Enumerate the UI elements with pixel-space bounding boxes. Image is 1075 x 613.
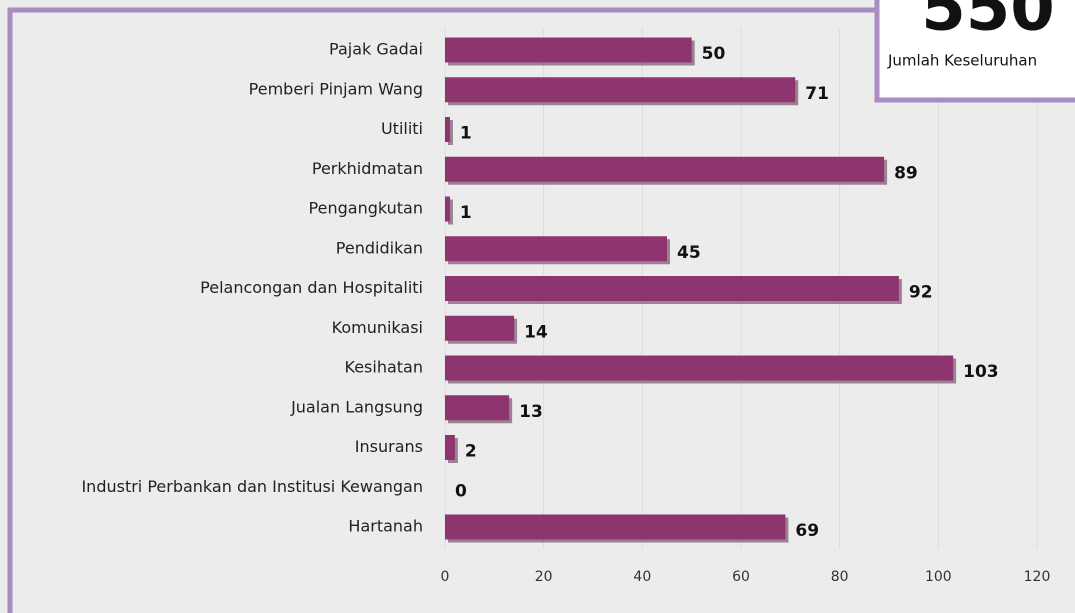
bar bbox=[445, 355, 954, 381]
y-tick-label: Industri Perbankan dan Institusi Kewanga… bbox=[81, 477, 423, 496]
y-tick-label: Hartanah bbox=[348, 517, 423, 536]
total-value: 550 bbox=[921, 0, 1055, 46]
bar bbox=[445, 77, 796, 103]
value-label: 45 bbox=[677, 243, 701, 263]
x-tick-label: 40 bbox=[633, 569, 651, 585]
y-tick-label: Jualan Langsung bbox=[290, 397, 423, 416]
x-tick-label: 20 bbox=[535, 569, 553, 585]
y-tick-label: Pelancongan dan Hospitaliti bbox=[200, 278, 423, 297]
value-label: 69 bbox=[795, 521, 819, 541]
y-tick-label: Pajak Gadai bbox=[329, 40, 423, 59]
bar bbox=[445, 156, 885, 182]
bar-shadow bbox=[448, 199, 453, 225]
y-tick-label: Utiliti bbox=[381, 119, 423, 138]
y-tick-label: Insurans bbox=[355, 437, 423, 456]
x-tick-label: 120 bbox=[1024, 569, 1051, 585]
y-tick-label: Pemberi Pinjam Wang bbox=[249, 79, 423, 98]
bar-shadow bbox=[448, 120, 453, 145]
value-label: 0 bbox=[455, 481, 467, 501]
total-box bbox=[874, 0, 1075, 103]
total-label: Jumlah Keseluruhan bbox=[887, 52, 1037, 70]
x-tick-label: 60 bbox=[732, 569, 750, 585]
y-tick-label: Kesihatan bbox=[345, 358, 423, 377]
value-label: 92 bbox=[909, 283, 933, 303]
value-label: 14 bbox=[524, 322, 548, 342]
bar bbox=[445, 435, 455, 460]
value-label: 89 bbox=[894, 163, 918, 183]
bar bbox=[445, 37, 692, 63]
bar bbox=[445, 315, 515, 341]
y-tick-label: Pendidikan bbox=[336, 238, 423, 257]
x-tick-label: 80 bbox=[831, 569, 849, 585]
frame bbox=[7, 7, 1075, 613]
value-label: 1 bbox=[460, 124, 472, 144]
bar bbox=[445, 117, 450, 142]
bar bbox=[445, 395, 510, 421]
y-tick-label: Perkhidmatan bbox=[312, 159, 423, 178]
y-tick-label: Komunikasi bbox=[332, 318, 423, 337]
value-label: 71 bbox=[805, 84, 829, 104]
value-label: 13 bbox=[519, 402, 543, 422]
value-label: 2 bbox=[465, 442, 477, 462]
value-label: 1 bbox=[460, 203, 472, 223]
bar bbox=[445, 514, 786, 540]
value-label: 50 bbox=[702, 44, 726, 64]
y-tick-label: Pengangkutan bbox=[309, 199, 423, 218]
x-tick-label: 100 bbox=[925, 569, 952, 585]
x-tick-label: 0 bbox=[441, 569, 450, 585]
bar bbox=[445, 236, 667, 262]
bar bbox=[445, 276, 899, 301]
value-label: 103 bbox=[963, 362, 999, 382]
bar bbox=[445, 196, 450, 222]
